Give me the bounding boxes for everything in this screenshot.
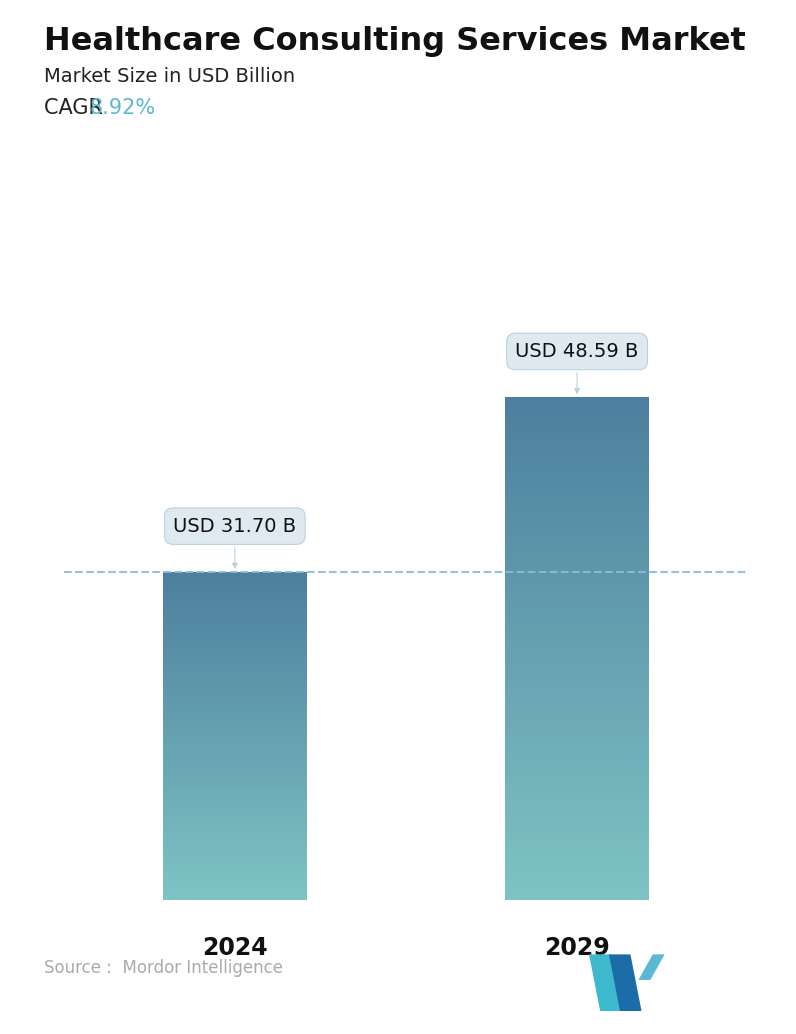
Text: 8.92%: 8.92%	[90, 98, 156, 118]
Text: CAGR: CAGR	[44, 98, 109, 118]
Text: Source :  Mordor Intelligence: Source : Mordor Intelligence	[44, 960, 283, 977]
Text: 2029: 2029	[544, 936, 610, 960]
Polygon shape	[589, 954, 622, 1011]
Text: USD 48.59 B: USD 48.59 B	[516, 342, 638, 393]
Text: Healthcare Consulting Services Market: Healthcare Consulting Services Market	[44, 26, 746, 57]
Text: Market Size in USD Billion: Market Size in USD Billion	[44, 67, 295, 86]
Polygon shape	[609, 954, 642, 1011]
Text: 2024: 2024	[202, 936, 267, 960]
Polygon shape	[638, 954, 665, 980]
Text: USD 31.70 B: USD 31.70 B	[174, 517, 296, 568]
